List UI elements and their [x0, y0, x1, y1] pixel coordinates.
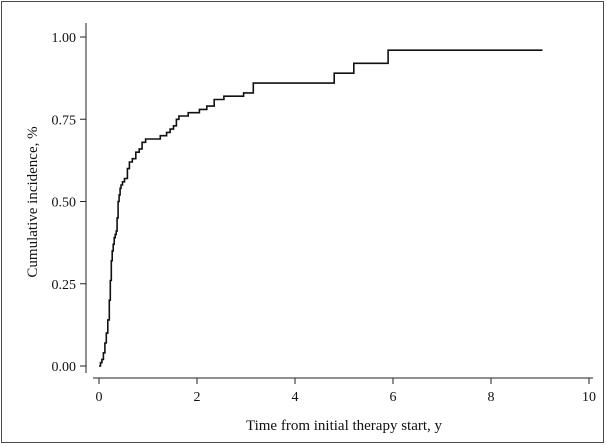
cumulative-incidence-step-line	[99, 49, 543, 367]
y-axis-label: Cumulative incidence, %	[25, 126, 41, 277]
x-tick-label: 10	[582, 390, 596, 405]
x-ticks: 0 2 4 6 8 10	[96, 378, 596, 405]
y-ticks: 0.00 0.25 0.50 0.75 1.00	[52, 31, 86, 375]
y-tick-label: 0.75	[52, 113, 77, 128]
x-tick-label: 6	[390, 390, 397, 405]
x-tick-label: 2	[194, 390, 201, 405]
x-tick-label: 8	[488, 390, 495, 405]
series-layer	[99, 49, 543, 367]
y-tick-label: 1.00	[52, 31, 77, 46]
x-tick-label: 0	[96, 390, 103, 405]
x-axis-label: Time from initial therapy start, y	[246, 418, 443, 434]
axes	[85, 23, 593, 379]
y-tick-label: 0.25	[52, 278, 77, 293]
x-tick-label: 4	[292, 390, 299, 405]
y-tick-label: 0.50	[52, 196, 77, 211]
y-tick-label: 0.00	[52, 360, 77, 375]
